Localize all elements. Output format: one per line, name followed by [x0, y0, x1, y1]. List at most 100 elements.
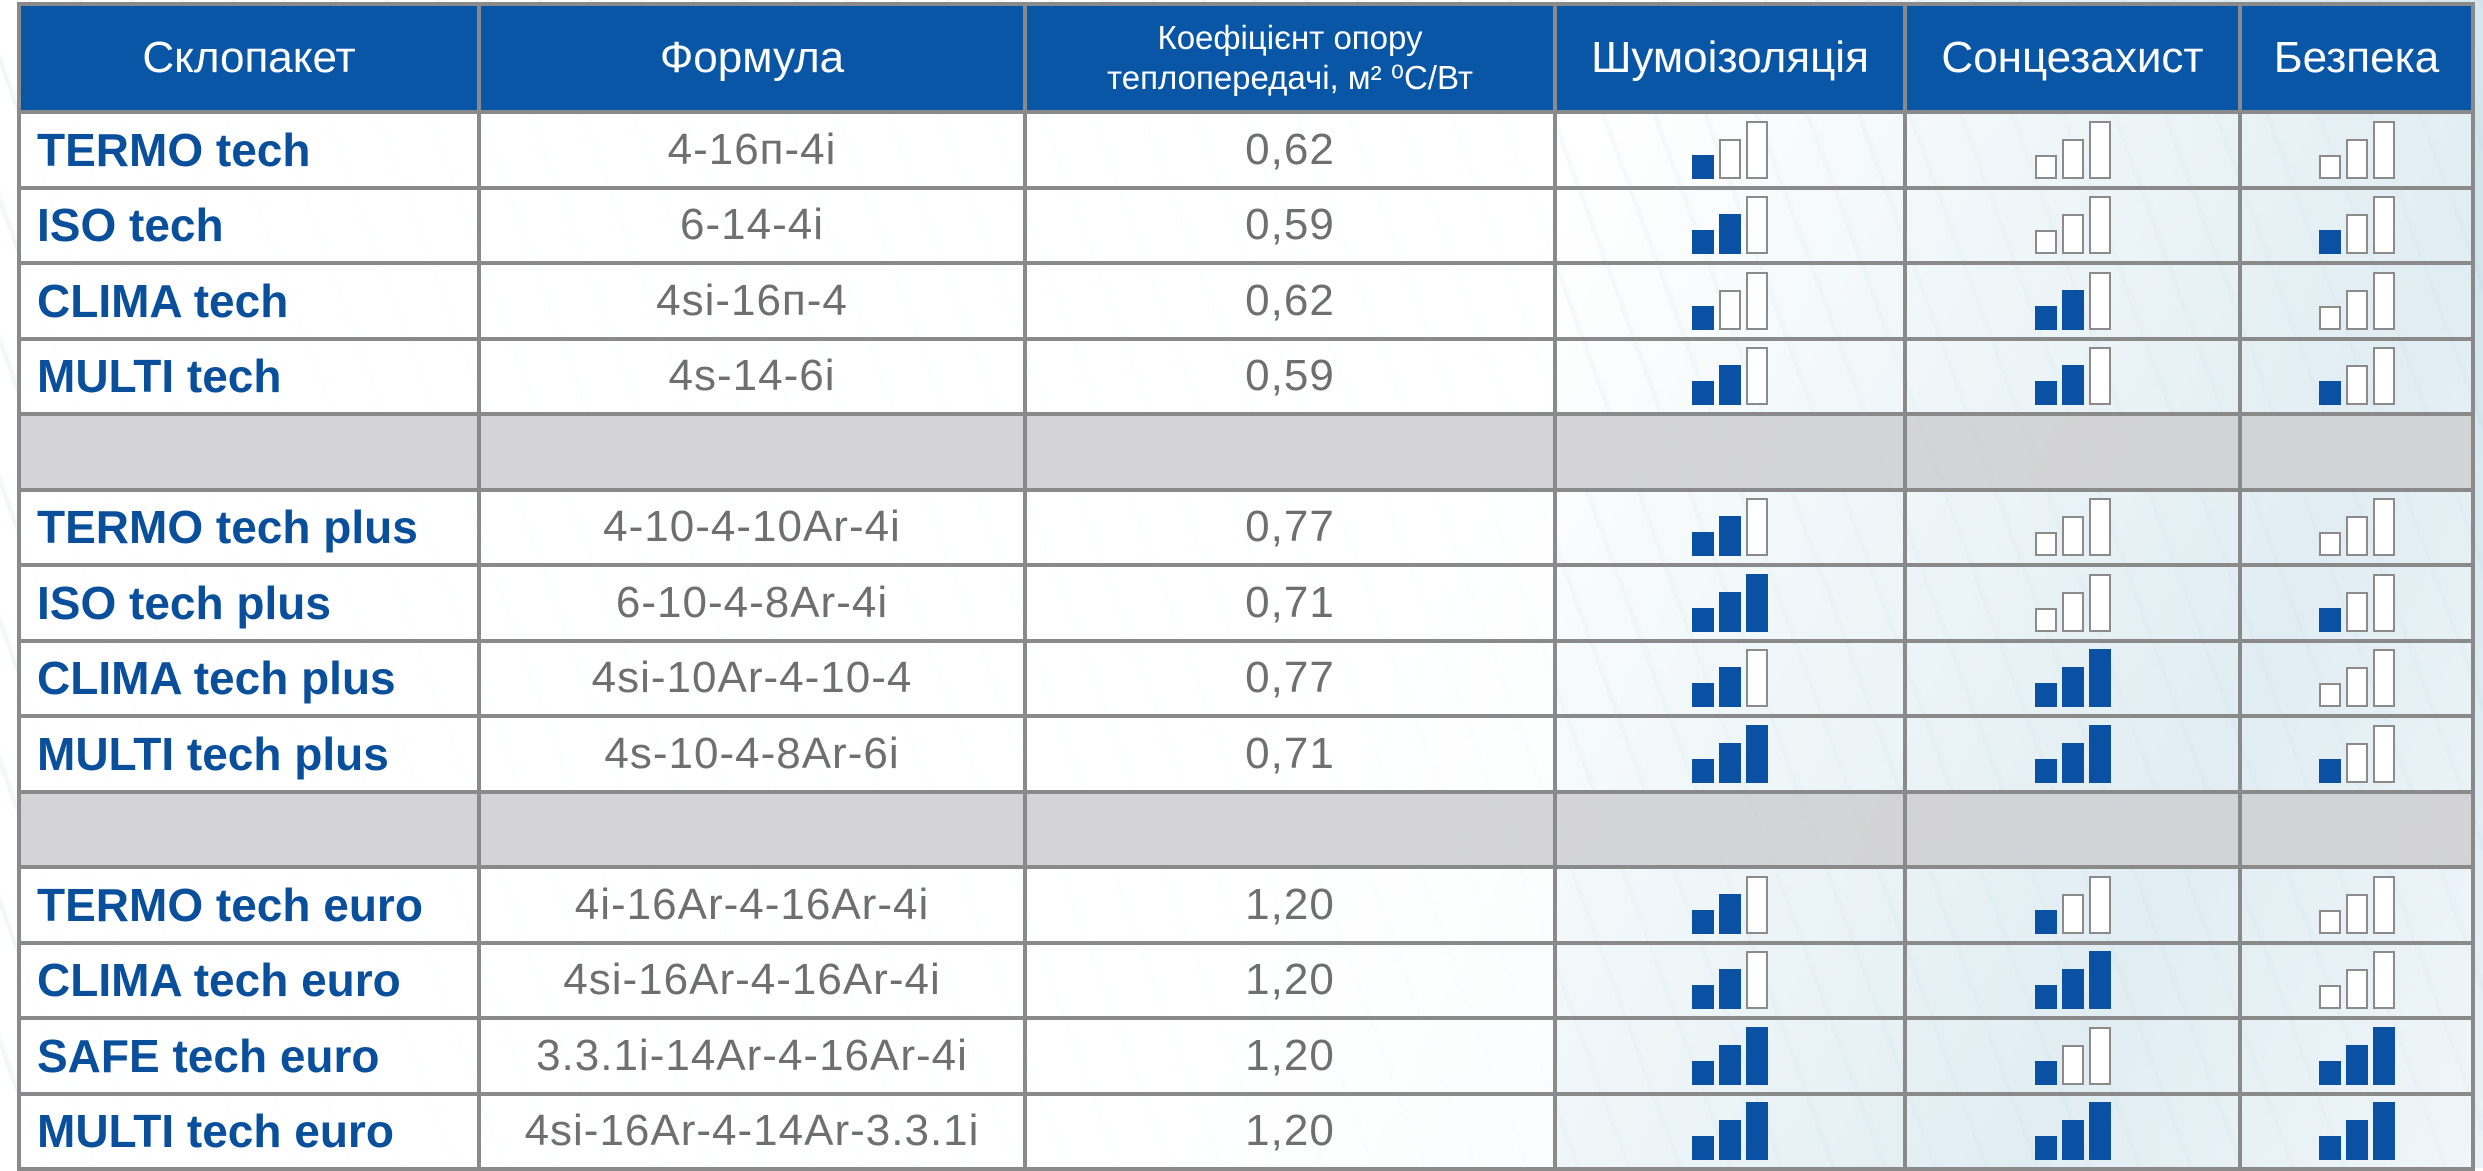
- rating-bar-2: [2345, 214, 2368, 255]
- rating-bar-1: [1692, 607, 1714, 632]
- sun-protection-rating-bars-icon: [2034, 951, 2111, 1010]
- rating-bar-3: [2372, 875, 2395, 934]
- rating-bar-2: [1719, 969, 1741, 1010]
- rating-bar-1: [2318, 683, 2341, 708]
- safety-rating-bars-icon: [2318, 724, 2395, 783]
- sun-protection-rating-cell: [1903, 110, 2242, 190]
- rating-bar-2: [2061, 516, 2084, 557]
- unit-name-cell: MULTI tech euro: [17, 1091, 481, 1171]
- rating-bar-3: [1746, 573, 1768, 632]
- rating-bar-3: [2088, 120, 2111, 179]
- noise-insulation-rating-bars-icon: [1692, 196, 1768, 255]
- rating-bar-3: [2088, 951, 2111, 1010]
- rating-bar-3: [2088, 498, 2111, 557]
- safety-rating-bars-icon: [2318, 347, 2395, 406]
- rating-bar-2: [2061, 138, 2084, 179]
- rating-bar-2: [2345, 667, 2368, 708]
- rating-bar-1: [1692, 305, 1714, 330]
- coefficient-cell: 1,20: [1023, 1091, 1557, 1171]
- rating-bar-3: [2372, 196, 2395, 255]
- rating-bar-1: [1692, 154, 1714, 179]
- rating-bar-2: [2345, 1044, 2368, 1085]
- rating-bar-2: [2061, 591, 2084, 632]
- table-row: MULTI tech 4s-14-6i 0,59: [17, 336, 2475, 416]
- formula-cell: 4si-10Ar-4-10-4: [477, 638, 1027, 718]
- sun-protection-rating-bars-icon: [2034, 1026, 2111, 1085]
- noise-insulation-rating-cell: [1553, 563, 1907, 643]
- sun-protection-rating-cell: [1903, 714, 2242, 794]
- noise-insulation-rating-cell: [1553, 940, 1907, 1020]
- column-header-noise-insulation: Шумоізоляція: [1553, 2, 1907, 114]
- rating-bar-2: [2345, 138, 2368, 179]
- noise-insulation-rating-bars-icon: [1692, 1026, 1768, 1085]
- rating-bar-2: [2061, 365, 2084, 406]
- sun-protection-rating-bars-icon: [2034, 347, 2111, 406]
- noise-insulation-rating-bars-icon: [1692, 498, 1768, 557]
- separator-cell: [1903, 412, 2242, 492]
- noise-insulation-rating-cell: [1553, 714, 1907, 794]
- rating-bar-3: [2372, 120, 2395, 179]
- rating-bar-2: [2061, 742, 2084, 783]
- safety-rating-bars-icon: [2318, 573, 2395, 632]
- unit-name-cell: CLIMA tech euro: [17, 940, 481, 1020]
- formula-cell: 6-14-4i: [477, 185, 1027, 265]
- formula-cell: 4si-16Ar-4-14Ar-3.3.1i: [477, 1091, 1027, 1171]
- rating-bar-3: [1746, 724, 1768, 783]
- group-separator-row: [17, 789, 2475, 869]
- rating-bar-1: [2318, 1060, 2341, 1085]
- separator-cell: [17, 789, 481, 869]
- rating-bar-3: [2372, 724, 2395, 783]
- noise-insulation-rating-cell: [1553, 1016, 1907, 1096]
- safety-rating-cell: [2238, 336, 2475, 416]
- rating-bar-2: [1719, 516, 1741, 557]
- sun-protection-rating-bars-icon: [2034, 271, 2111, 330]
- noise-insulation-rating-bars-icon: [1692, 1102, 1768, 1161]
- rating-bar-1: [2034, 909, 2057, 934]
- glass-unit-comparison-table: Склопакет Формула Коефіцієнт опору тепло…: [17, 2, 2475, 1171]
- column-header-sun-protection: Сонцезахист: [1903, 2, 2242, 114]
- table-body: TERMO tech 4-16п-4i 0,62 ISO tech 6-14-4i 0,5…: [17, 110, 2475, 1171]
- coefficient-cell: 0,59: [1023, 185, 1557, 265]
- rating-bar-1: [2318, 909, 2341, 934]
- rating-bar-2: [1719, 138, 1741, 179]
- rating-bar-1: [2034, 1060, 2057, 1085]
- rating-bar-2: [1719, 893, 1741, 934]
- rating-bar-3: [2088, 1026, 2111, 1085]
- rating-bar-3: [1746, 951, 1768, 1010]
- coefficient-cell: 0,62: [1023, 110, 1557, 190]
- rating-bar-1: [1692, 532, 1714, 557]
- rating-bar-2: [2061, 667, 2084, 708]
- rating-bar-1: [2034, 1136, 2057, 1161]
- rating-bar-3: [2372, 1102, 2395, 1161]
- safety-rating-bars-icon: [2318, 1026, 2395, 1085]
- rating-bar-3: [2372, 498, 2395, 557]
- rating-bar-3: [2088, 875, 2111, 934]
- separator-cell: [477, 412, 1027, 492]
- separator-cell: [17, 412, 481, 492]
- rating-bar-1: [2034, 381, 2057, 406]
- safety-rating-bars-icon: [2318, 498, 2395, 557]
- safety-rating-bars-icon: [2318, 196, 2395, 255]
- safety-rating-cell: [2238, 1091, 2475, 1171]
- sun-protection-rating-cell: [1903, 487, 2242, 567]
- table-row: ISO tech plus 6-10-4-8Ar-4i 0,71: [17, 563, 2475, 643]
- rating-bar-2: [2061, 893, 2084, 934]
- noise-insulation-rating-cell: [1553, 110, 1907, 190]
- table-row: CLIMA tech 4si-16п-4 0,62: [17, 261, 2475, 341]
- noise-insulation-rating-cell: [1553, 487, 1907, 567]
- noise-insulation-rating-bars-icon: [1692, 271, 1768, 330]
- unit-name-cell: TERMO tech: [17, 110, 481, 190]
- coefficient-cell: 0,77: [1023, 487, 1557, 567]
- noise-insulation-rating-cell: [1553, 638, 1907, 718]
- rating-bar-1: [2318, 1136, 2341, 1161]
- rating-bar-2: [2345, 365, 2368, 406]
- safety-rating-cell: [2238, 110, 2475, 190]
- rating-bar-1: [2034, 230, 2057, 255]
- rating-bar-3: [2372, 649, 2395, 708]
- safety-rating-bars-icon: [2318, 271, 2395, 330]
- sun-protection-rating-cell: [1903, 563, 2242, 643]
- formula-cell: 4si-16Ar-4-16Ar-4i: [477, 940, 1027, 1020]
- rating-bar-2: [2345, 1120, 2368, 1161]
- noise-insulation-rating-bars-icon: [1692, 951, 1768, 1010]
- noise-insulation-rating-cell: [1553, 865, 1907, 945]
